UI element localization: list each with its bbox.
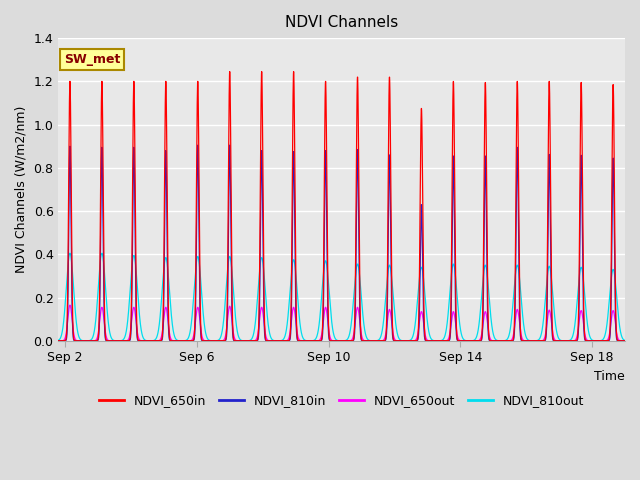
Text: SW_met: SW_met bbox=[64, 53, 120, 66]
X-axis label: Time: Time bbox=[595, 370, 625, 383]
Title: NDVI Channels: NDVI Channels bbox=[285, 15, 398, 30]
Y-axis label: NDVI Channels (W/m2/nm): NDVI Channels (W/m2/nm) bbox=[15, 106, 28, 273]
Legend: NDVI_650in, NDVI_810in, NDVI_650out, NDVI_810out: NDVI_650in, NDVI_810in, NDVI_650out, NDV… bbox=[94, 389, 589, 412]
